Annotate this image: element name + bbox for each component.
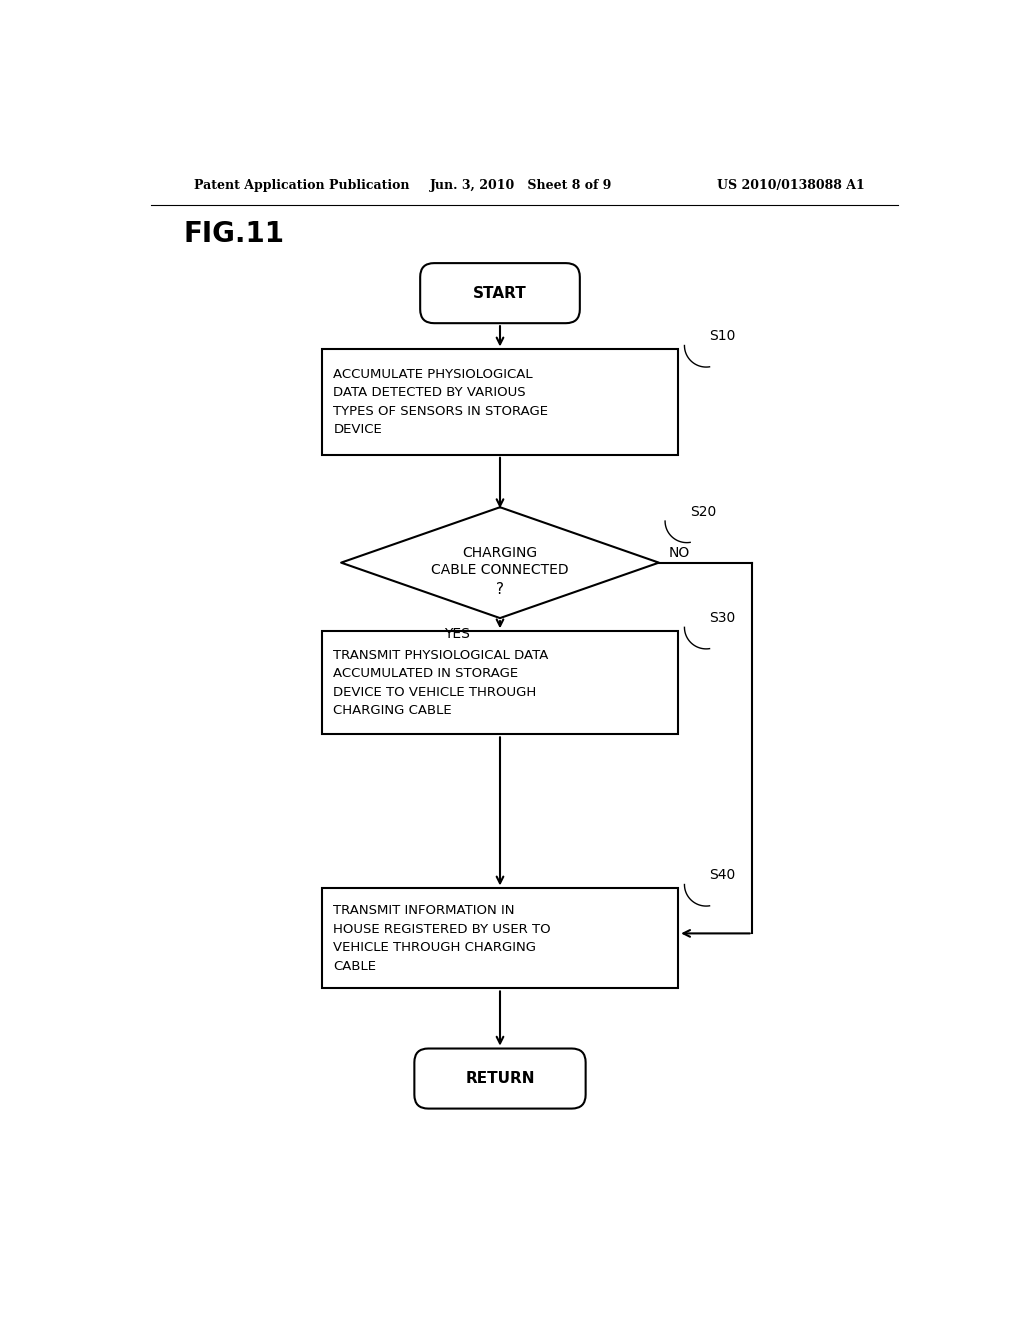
Text: S10: S10 <box>710 329 735 343</box>
FancyBboxPatch shape <box>322 631 678 734</box>
Text: US 2010/0138088 A1: US 2010/0138088 A1 <box>717 178 864 191</box>
Text: ?: ? <box>496 582 504 597</box>
Text: NO: NO <box>669 546 689 561</box>
Text: S40: S40 <box>710 869 735 882</box>
Text: S20: S20 <box>690 504 716 519</box>
Text: RETURN: RETURN <box>465 1071 535 1086</box>
Text: Patent Application Publication: Patent Application Publication <box>194 178 410 191</box>
Text: START: START <box>473 285 527 301</box>
Text: ACCUMULATE PHYSIOLOGICAL
DATA DETECTED BY VARIOUS
TYPES OF SENSORS IN STORAGE
DE: ACCUMULATE PHYSIOLOGICAL DATA DETECTED B… <box>334 368 549 437</box>
Text: TRANSMIT INFORMATION IN
HOUSE REGISTERED BY USER TO
VEHICLE THROUGH CHARGING
CAB: TRANSMIT INFORMATION IN HOUSE REGISTERED… <box>334 904 551 973</box>
FancyBboxPatch shape <box>322 350 678 455</box>
Text: TRANSMIT PHYSIOLOGICAL DATA
ACCUMULATED IN STORAGE
DEVICE TO VEHICLE THROUGH
CHA: TRANSMIT PHYSIOLOGICAL DATA ACCUMULATED … <box>334 648 549 717</box>
Text: S30: S30 <box>710 611 735 626</box>
Text: YES: YES <box>444 627 470 642</box>
FancyBboxPatch shape <box>420 263 580 323</box>
Text: Jun. 3, 2010   Sheet 8 of 9: Jun. 3, 2010 Sheet 8 of 9 <box>430 178 612 191</box>
Text: FIG.11: FIG.11 <box>183 220 285 248</box>
Text: CHARGING: CHARGING <box>463 545 538 560</box>
FancyBboxPatch shape <box>322 888 678 989</box>
FancyBboxPatch shape <box>415 1048 586 1109</box>
Text: CABLE CONNECTED: CABLE CONNECTED <box>431 564 568 577</box>
